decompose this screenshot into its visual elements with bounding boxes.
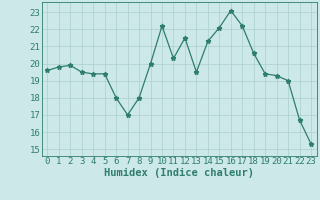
X-axis label: Humidex (Indice chaleur): Humidex (Indice chaleur) — [104, 168, 254, 178]
